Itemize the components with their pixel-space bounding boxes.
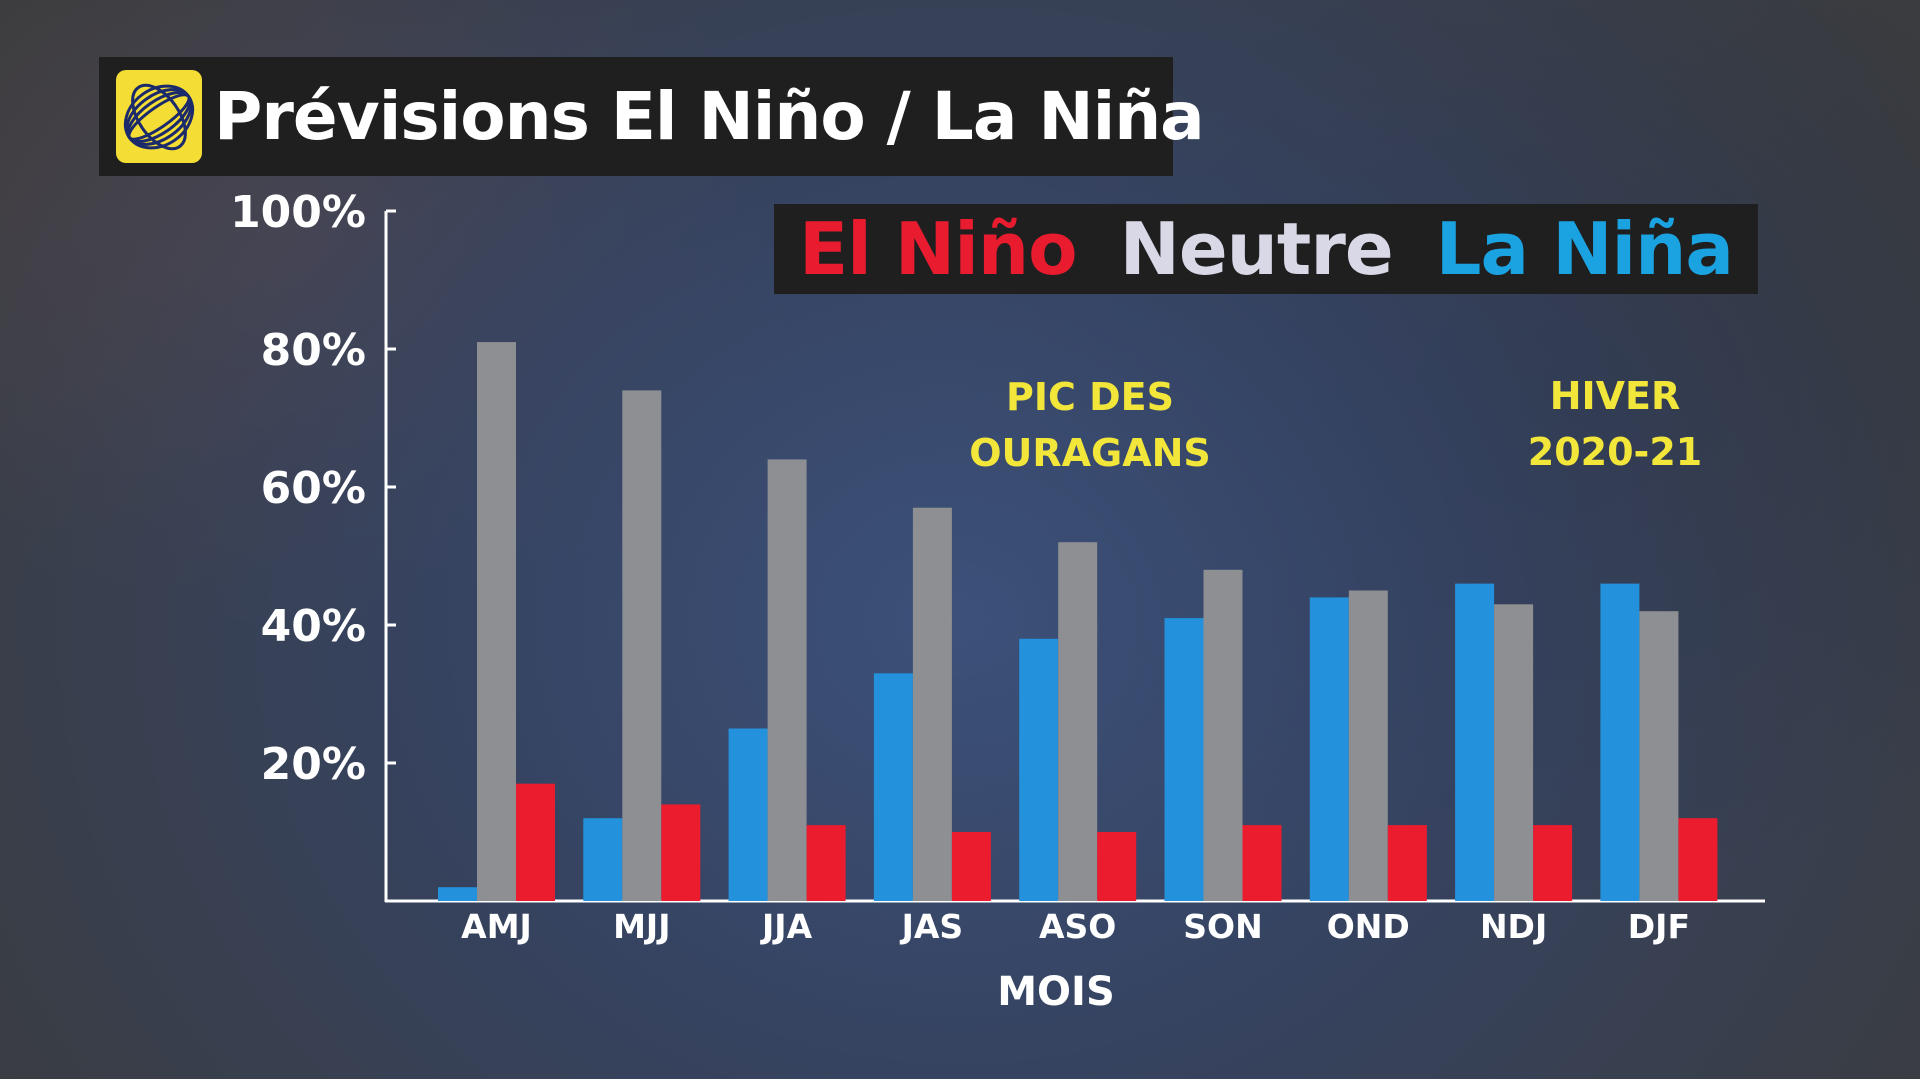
bar [1242,825,1282,901]
bar [661,804,701,901]
legend-neutre: Neutre [1119,207,1394,291]
title-banner: Prévisions El Niño / La Niña [99,57,1205,176]
annotation-winter: HIVER 2020-21 [1527,374,1703,474]
bar [1097,832,1137,901]
y-tick-label: 20% [261,739,366,790]
x-tick-label: DJF [1628,907,1690,946]
bar [438,887,477,901]
bar [1348,590,1388,901]
y-tick-label: 80% [261,325,366,376]
x-tick-label: ASO [1039,907,1116,946]
bar [1639,611,1679,901]
page-title: Prévisions El Niño / La Niña [214,78,1205,155]
x-tick-label: OND [1327,907,1410,946]
bar [1678,818,1718,901]
x-tick-label: JAS [900,907,964,946]
legend: El Niño Neutre La Niña [774,204,1758,294]
legend-la-nina: La Niña [1435,207,1734,291]
x-axis-label: MOIS [997,969,1115,1015]
bar [1494,604,1534,901]
x-tick-label: SON [1183,907,1262,946]
bar [728,728,768,901]
x-tick-label: MJJ [613,907,670,946]
bar [1164,618,1204,901]
bar [1533,825,1573,901]
bar [1058,542,1098,901]
bar [767,459,807,901]
bar [1203,569,1243,901]
bar [912,507,952,901]
annotation-peak: PIC DES OURAGANS [969,375,1211,475]
bar [477,342,516,902]
y-tick-label: 60% [261,463,366,514]
bar [873,673,913,901]
bar [622,390,662,901]
globe-swirl-icon [116,70,202,163]
bar [1309,597,1349,901]
bar [1600,583,1640,901]
bar [951,832,991,901]
bar [1019,638,1059,901]
y-tick-label: 100% [230,187,366,238]
bar [1387,825,1427,901]
x-tick-label: JJA [760,907,813,946]
y-tick-label: 40% [261,601,366,652]
x-tick-label: AMJ [461,907,532,946]
bar [1455,583,1495,901]
bar [583,818,623,901]
legend-el-nino: El Niño [799,207,1078,291]
x-tick-label: NDJ [1480,907,1547,946]
bar [516,783,555,901]
bar [806,825,846,901]
